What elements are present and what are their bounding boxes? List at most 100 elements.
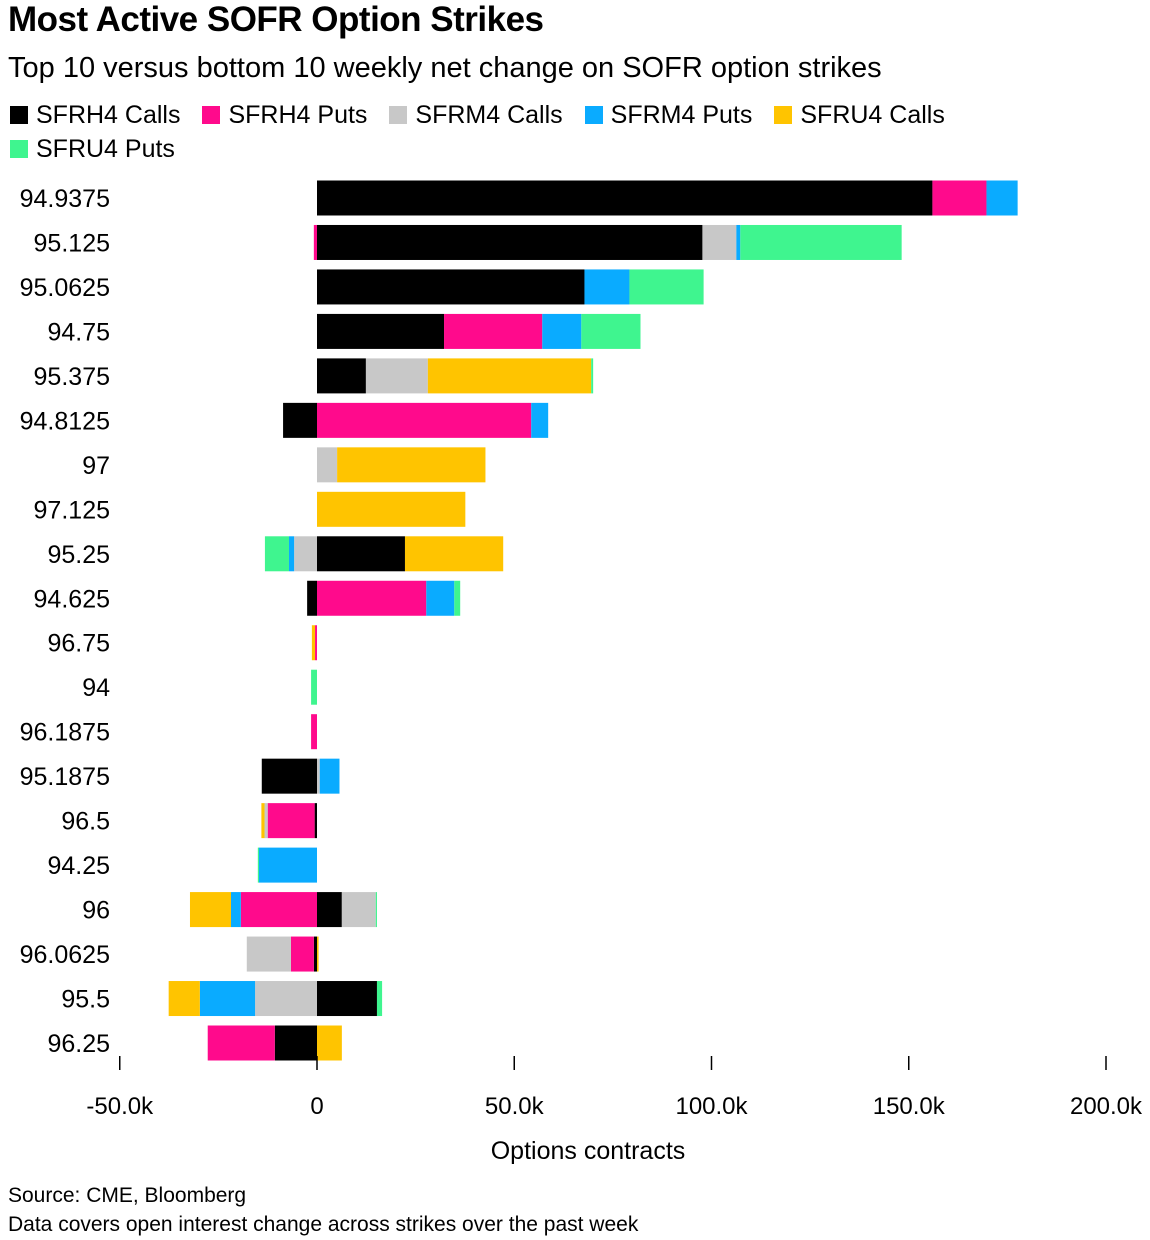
bar-segment	[311, 625, 316, 661]
legend-item: SFRM4 Calls	[389, 100, 563, 129]
bar-segment	[246, 936, 291, 972]
legend-item: SFRU4 Calls	[774, 101, 945, 129]
bar-segment	[337, 447, 486, 483]
bar-segment	[317, 269, 585, 305]
x-tick-label: 0	[310, 1093, 323, 1120]
bar-segment	[290, 936, 314, 972]
bar-segment	[317, 224, 703, 260]
category-label: 96.25	[47, 1030, 110, 1058]
bar-segment	[317, 758, 320, 794]
bar-segment	[584, 269, 630, 305]
x-tick-label: 200.0k	[1070, 1093, 1143, 1120]
bar-segment	[189, 892, 231, 928]
category-label: 96.1875	[20, 719, 110, 747]
x-tick-label: 150.0k	[873, 1093, 946, 1120]
bar-segment	[255, 981, 317, 1017]
bar-segment	[702, 224, 737, 260]
x-axis-label: Options contracts	[491, 1137, 686, 1165]
category-label: 94.8125	[20, 407, 110, 435]
category-label: 95.0625	[20, 274, 110, 302]
bar-segment	[315, 625, 317, 661]
category-label: 95.5	[61, 986, 110, 1014]
category-label: 95.25	[47, 541, 110, 569]
bar-segment	[376, 981, 383, 1017]
legend-item: SFRU4 Puts	[10, 134, 175, 163]
legend-swatch	[10, 106, 28, 124]
legend-label: SFRU4 Puts	[36, 134, 175, 163]
bar-segment	[454, 580, 461, 616]
bar-segment	[261, 803, 265, 839]
legend-item: SFRH4 Calls	[10, 100, 181, 129]
category-label: 97.125	[34, 496, 110, 524]
bar-segment	[317, 981, 377, 1017]
chart-title: Most Active SOFR Option Strikes	[8, 0, 544, 39]
bar-segment	[264, 803, 268, 839]
bar-segment	[317, 580, 427, 616]
category-label: 96.5	[61, 808, 110, 836]
bar-segment	[313, 224, 317, 260]
bar-segment	[629, 269, 704, 305]
bar-segment	[261, 758, 317, 794]
bar-segment	[319, 758, 340, 794]
legend-swatch	[584, 106, 603, 124]
category-label: 94	[82, 674, 110, 702]
bar-segment	[317, 936, 319, 972]
legend-label: SFRH4 Calls	[36, 100, 181, 129]
x-tick-label: 100.0k	[675, 1093, 748, 1120]
data-note: Data covers open interest change across …	[8, 1213, 639, 1236]
bar-segment	[444, 313, 543, 349]
bar-segment	[375, 892, 377, 928]
bar-segment	[986, 180, 1018, 216]
legend-label: SFRM4 Calls	[415, 100, 563, 129]
legend-swatch	[10, 140, 28, 158]
legend-item: SFRH4 Puts	[202, 100, 368, 129]
bar-segment	[581, 313, 641, 349]
x-tick-label: -50.0k	[86, 1093, 154, 1120]
bar-segment	[288, 536, 295, 572]
bar-segment	[314, 803, 317, 839]
bar-segment	[317, 180, 933, 216]
legend-swatch	[774, 106, 793, 124]
category-label: 94.75	[47, 318, 110, 346]
category-label: 96	[82, 897, 110, 925]
bar-segment	[317, 402, 532, 438]
bar-segment	[294, 536, 317, 572]
category-label: 96.0625	[20, 941, 110, 969]
bar-segment	[531, 402, 549, 438]
legend: SFRH4 Calls SFRH4 Puts SFRM4 Calls SFRM4 Pu…	[10, 100, 1130, 163]
x-tick-label: 50.0k	[485, 1093, 545, 1120]
bar-segment	[307, 580, 317, 616]
bar-segment	[932, 180, 987, 216]
bar-segment	[311, 669, 317, 705]
bar-segment	[740, 224, 902, 260]
bar-segment	[168, 981, 200, 1017]
bar-segment	[240, 892, 317, 928]
legend-label: SFRH4 Puts	[228, 100, 368, 129]
bar-segment	[264, 536, 289, 572]
category-label: 95.375	[34, 363, 110, 391]
category-label: 95.125	[34, 229, 110, 257]
legend-item: SFRM4 Puts	[584, 101, 752, 129]
bar-segment	[267, 803, 315, 839]
bar-segment	[257, 847, 260, 883]
bar-segment	[427, 358, 592, 394]
bar-segment	[542, 313, 582, 349]
bar-segment	[311, 714, 317, 750]
bar-segment	[283, 402, 317, 438]
bar-segment	[317, 358, 366, 394]
bar-segment	[736, 224, 741, 260]
category-label: 94.25	[47, 852, 110, 880]
bar-segment	[317, 447, 338, 483]
bar-segment	[341, 892, 376, 928]
bar-segment	[317, 313, 445, 349]
chart-subtitle: Top 10 versus bottom 10 weekly net chang…	[8, 52, 882, 84]
bar-segment	[317, 892, 342, 928]
legend-swatch	[202, 106, 221, 124]
bar-segment	[207, 1025, 275, 1061]
bar-segment	[199, 981, 256, 1017]
bar-segment	[313, 936, 317, 972]
legend-swatch	[389, 106, 408, 124]
bar-segment	[317, 536, 405, 572]
bar-segment	[274, 1025, 317, 1061]
